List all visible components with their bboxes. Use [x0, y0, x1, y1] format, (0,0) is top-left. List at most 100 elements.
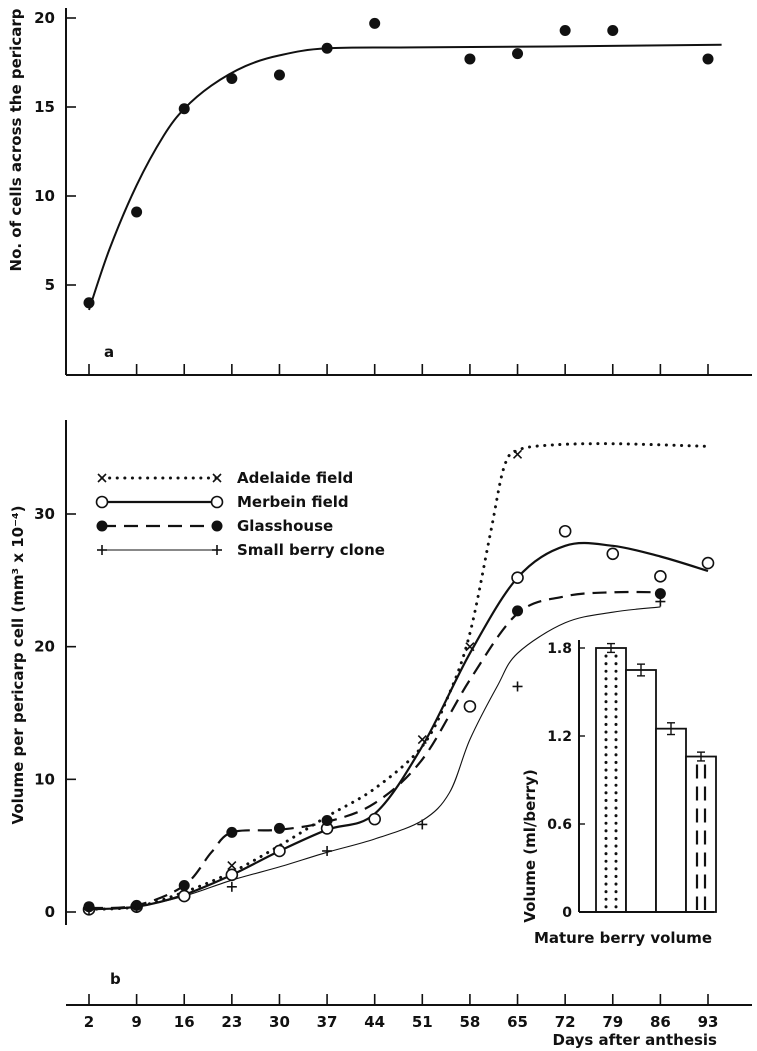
legend-marker	[97, 545, 107, 555]
inset-bar	[685, 751, 717, 913]
panel-b: 2 9 16 23 30 37 44 51 58 65 72 79 86 93 0 10 20 30 Volum…	[9, 420, 752, 1049]
legend-marker	[95, 495, 109, 509]
legend-marker	[96, 520, 108, 532]
panel-b-y-axis-title: Volume per pericarp cell (mm³ x 10⁻⁴)	[9, 506, 27, 825]
inset-y-tick-label: 1.8	[547, 641, 572, 657]
series-point-1	[606, 547, 620, 561]
panel-b-x-tick-label: 86	[650, 1013, 671, 1031]
series-line-1	[88, 541, 709, 911]
series-point-1	[225, 868, 239, 882]
panel-a-points	[83, 17, 714, 309]
legend: Adelaide field Merbein field Glasshouse Sma…	[95, 469, 385, 559]
panel-a-point	[273, 69, 285, 81]
series-point-2	[321, 814, 333, 826]
inset-y-axis-title: Volume (ml/berry)	[521, 769, 539, 922]
panel-a-point	[178, 103, 190, 115]
series-point-2	[226, 826, 238, 838]
series-point-1	[273, 844, 286, 858]
panel-a-point	[607, 24, 619, 36]
panel-a-y-axis-title: No. of cells across the pericarp	[7, 8, 25, 271]
panel-a-point	[321, 42, 333, 54]
series-point-0	[227, 861, 237, 871]
panel-b-x-tick-label: 30	[269, 1013, 290, 1031]
series-point-2	[512, 605, 524, 617]
panel-a-y-tick-label: 15	[34, 98, 55, 116]
inset-error-bar	[667, 722, 675, 736]
inset-bar-rect	[685, 755, 717, 913]
panel-a-point	[369, 17, 381, 29]
panel-a-point	[226, 73, 238, 85]
series-point-3	[417, 819, 428, 830]
series-point-1	[654, 570, 667, 583]
inset-bar	[625, 663, 657, 913]
series-point-2	[654, 588, 666, 600]
inset-y-tick-label: 1.2	[547, 729, 572, 745]
panel-b-x-tick-label: 58	[459, 1013, 480, 1031]
inset-bars	[595, 642, 717, 913]
panel-b-x-tick-label: 65	[507, 1013, 528, 1031]
inset-bar	[595, 642, 627, 913]
series-point-3	[512, 681, 523, 692]
legend-marker	[211, 520, 223, 532]
panel-a-point	[512, 48, 524, 60]
panel-b-x-tick-label: 2	[84, 1013, 94, 1031]
legend-entry: Small berry clone	[97, 541, 385, 559]
panel-a-y-tick-label: 5	[45, 276, 55, 294]
panel-b-y-tick-label: 20	[34, 638, 55, 656]
series-line-2	[88, 590, 661, 910]
inset-bar-rect	[655, 727, 687, 913]
inset-y-tick-label: 0.6	[547, 817, 572, 833]
legend-marker	[212, 545, 222, 555]
legend-marker	[210, 495, 224, 509]
panel-a-point	[131, 206, 143, 218]
legend-entry: Glasshouse	[96, 517, 333, 535]
panel-a: 5 10 15 20 No. of cells across the pericarp…	[7, 8, 752, 376]
series-point-0	[465, 642, 475, 652]
inset-x-axis-title: Mature berry volume	[534, 929, 712, 947]
series-point-3	[322, 845, 333, 856]
panel-a-point	[83, 297, 95, 309]
series-point-3	[84, 904, 94, 915]
panel-a-point	[559, 24, 571, 36]
panel-b-label: b	[110, 970, 121, 988]
inset-bar-chart: 0 0.6 1.2 1.8 Volume (ml/berry) Mature berr…	[521, 640, 717, 947]
series-line-0	[87, 442, 710, 911]
series-point-1	[463, 700, 477, 713]
series-point-3	[131, 903, 142, 914]
panel-a-fit-curve	[88, 43, 722, 311]
series-point-3	[655, 596, 666, 607]
panel-b-y-ticks: 0 10 20 30	[34, 505, 76, 921]
inset-error-bar	[637, 663, 645, 677]
inset-error-bar	[607, 642, 615, 654]
panel-a-point	[464, 53, 476, 65]
legend-marker	[97, 473, 107, 483]
panel-b-x-tick-label: 51	[412, 1013, 433, 1031]
legend-entry: Merbein field	[95, 493, 349, 511]
inset-bar-rect	[625, 669, 657, 913]
series-point-1	[177, 889, 191, 903]
panel-b-points	[82, 449, 715, 916]
inset-error-bar	[697, 751, 705, 762]
legend-label: Merbein field	[237, 493, 349, 511]
legend-label: Adelaide field	[237, 469, 353, 487]
series-point-1	[558, 524, 572, 538]
panel-b-x-tick-label: 16	[174, 1013, 195, 1031]
panel-b-x-tick-label: 93	[698, 1013, 719, 1031]
inset-y-tick-label: 0	[562, 905, 572, 921]
panel-a-point	[702, 53, 714, 65]
series-line-3	[88, 606, 661, 910]
panel-b-y-tick-label: 10	[34, 770, 55, 788]
panel-a-x-ticks	[88, 364, 709, 375]
panel-b-x-axis-title: Days after anthesis	[553, 1031, 718, 1049]
panel-a-y-ticks: 5 10 15 20	[34, 9, 76, 294]
series-point-1	[511, 571, 524, 584]
panel-b-x-tick-label: 79	[602, 1013, 623, 1031]
panel-b-x-ticks: 2 9 16 23 30 37 44 51 58 65 72 79 86 93	[84, 994, 719, 1031]
inset-bar	[655, 722, 687, 913]
panel-a-y-tick-label: 10	[34, 187, 55, 205]
legend-marker	[212, 473, 222, 483]
panel-b-y-tick-label: 0	[45, 903, 55, 921]
inset-y-ticks: 0 0.6 1.2 1.8	[547, 641, 585, 921]
series-point-1	[368, 812, 381, 826]
legend-entry: Adelaide field	[97, 469, 353, 487]
